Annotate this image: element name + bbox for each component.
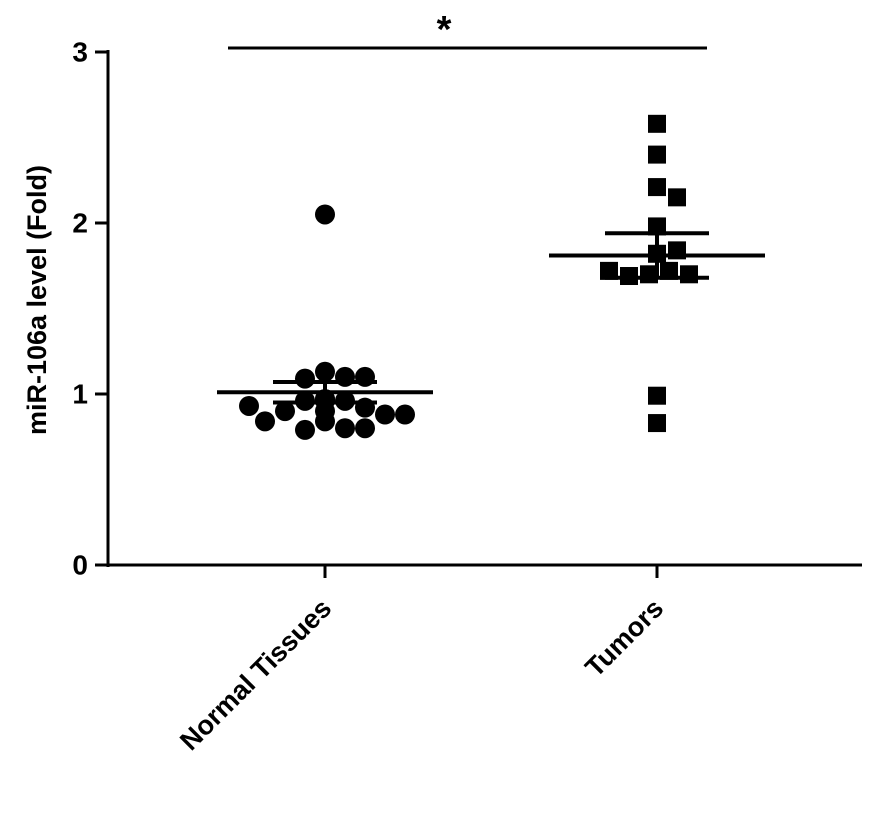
y-tick-label: 3 (72, 36, 88, 67)
x-tick-label: Normal Tissues (174, 593, 337, 756)
x-tick-label: Tumors (579, 593, 669, 683)
data-point (355, 418, 375, 439)
data-point (648, 178, 666, 197)
y-tick-label: 1 (72, 378, 88, 409)
data-point (375, 404, 395, 425)
y-tick-label: 0 (72, 549, 88, 580)
y-tick-label: 2 (72, 207, 88, 238)
data-point (395, 404, 415, 425)
data-point (648, 414, 666, 433)
data-point (315, 204, 335, 225)
data-point (668, 188, 686, 207)
data-point (648, 217, 666, 236)
data-point (680, 265, 698, 284)
data-point (239, 395, 259, 416)
y-axis-label: miR-106a level (Fold) (22, 165, 52, 435)
data-point (648, 145, 666, 164)
data-point (648, 386, 666, 405)
data-point (295, 368, 315, 389)
data-point (660, 261, 678, 280)
data-point (335, 418, 355, 439)
data-point (600, 261, 618, 280)
data-point (255, 411, 275, 432)
data-point (315, 361, 335, 382)
data-point (648, 114, 666, 133)
data-point (295, 419, 315, 440)
data-point (275, 401, 295, 422)
significance-star: * (437, 9, 452, 51)
